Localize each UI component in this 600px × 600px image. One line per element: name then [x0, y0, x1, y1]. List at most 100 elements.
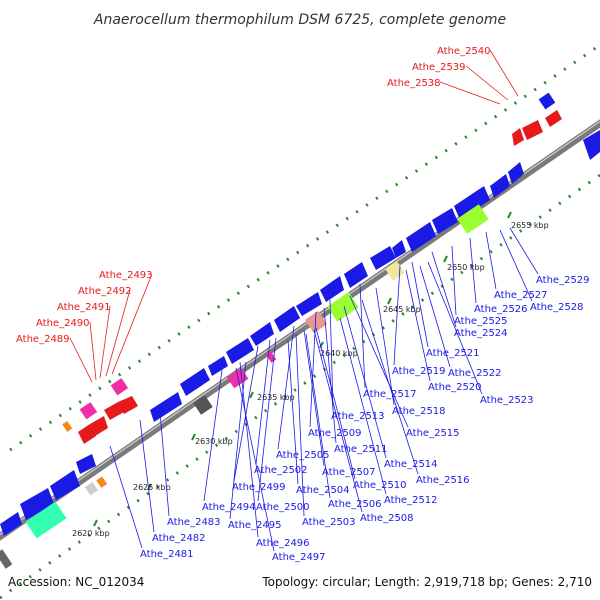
gene-label: Athe_2493: [99, 270, 153, 281]
gene-feature: [545, 110, 562, 127]
gene-feature: [392, 240, 406, 258]
label-leader: [69, 337, 93, 383]
label-leader: [349, 295, 409, 428]
gene-feature: [193, 395, 213, 415]
major-tick: [249, 391, 254, 399]
label-leader: [489, 49, 519, 97]
gene-label: Athe_2492: [78, 286, 132, 297]
gene-feature: [327, 292, 359, 322]
label-leader: [393, 265, 401, 366]
blue-labels: Athe_2529Athe_2527Athe_2528Athe_2526Athe…: [140, 275, 590, 563]
label-leader: [405, 269, 431, 382]
gene-feature: [406, 222, 436, 252]
gene-label: Athe_2509: [308, 428, 362, 439]
label-leader: [239, 361, 259, 538]
label-leader: [287, 339, 299, 485]
label-leader: [375, 287, 395, 406]
label-leader: [509, 227, 539, 275]
gene-feature: [96, 476, 108, 488]
gene-feature: [50, 470, 80, 500]
label-leader: [499, 229, 533, 302]
gene-label: Athe_2482: [152, 533, 206, 544]
label-leader: [339, 317, 387, 495]
gene-label: Athe_2515: [406, 428, 460, 439]
label-leader: [359, 283, 366, 389]
gene-feature: [304, 310, 328, 334]
gene-label: Athe_2513: [331, 411, 385, 422]
kbp-tick-label: 2630 kbp: [195, 437, 233, 446]
map-title: Anaerocellum thermophilum DSM 6725, comp…: [93, 12, 506, 28]
label-leader: [309, 311, 317, 428]
gene-feature: [454, 186, 490, 220]
major-tick: [191, 433, 196, 441]
kbp-tick-label: 2640 kbp: [320, 349, 358, 358]
gene-label: Athe_2481: [140, 549, 194, 560]
kbp-tick-label: 2635 kbp: [257, 393, 295, 402]
label-leader: [235, 367, 275, 552]
gene-label: Athe_2496: [256, 538, 310, 549]
gene-feature: [79, 402, 98, 420]
gene-label: Athe_2518: [392, 406, 446, 417]
label-leader: [315, 327, 356, 480]
label-leader: [439, 81, 501, 105]
kbp-tick-label: 2620 kbp: [72, 529, 110, 538]
label-leader: [105, 289, 131, 377]
gene-label: Athe_2512: [384, 495, 438, 506]
label-leader: [255, 339, 271, 465]
label-leader: [233, 345, 259, 482]
label-leader: [203, 369, 223, 502]
gene-feature: [180, 368, 210, 396]
blue-label-leaders: [109, 227, 539, 552]
gene-label: Athe_2517: [363, 389, 417, 400]
gene-feature: [522, 120, 543, 140]
label-leader: [295, 333, 305, 517]
gene-label: Athe_2520: [428, 382, 482, 393]
label-leader: [361, 299, 419, 475]
inner-features: [0, 130, 600, 569]
label-leader: [465, 65, 509, 101]
gene-feature: [512, 128, 524, 146]
major-tick: [387, 297, 392, 305]
gene-label: Athe_2540: [437, 46, 491, 57]
label-leader: [303, 329, 325, 467]
gene-label: Athe_2508: [360, 513, 414, 524]
gene-feature: [227, 367, 249, 389]
label-leader: [89, 321, 97, 381]
gene-label: Athe_2516: [416, 475, 470, 486]
gene-feature: [250, 322, 274, 346]
label-leader: [485, 231, 497, 290]
gene-label: Athe_2526: [474, 304, 528, 315]
label-leader: [411, 261, 429, 348]
gene-label: Athe_2522: [448, 368, 502, 379]
gene-feature: [583, 130, 600, 160]
gene-label: Athe_2529: [536, 275, 590, 286]
gene-feature: [76, 454, 96, 474]
gene-feature: [20, 488, 54, 520]
gene-label: Athe_2507: [322, 467, 376, 478]
accession-text: Accession: NC_012034: [8, 575, 144, 589]
gene-label: Athe_2499: [232, 482, 286, 493]
gene-feature: [208, 356, 228, 376]
genome-summary-text: Topology: circular; Length: 2,919,718 bp…: [261, 575, 592, 589]
gene-feature: [274, 306, 300, 332]
gene-label: Athe_2521: [426, 348, 480, 359]
gene-feature: [0, 512, 22, 536]
gene-feature: [385, 261, 405, 281]
gene-label: Athe_2539: [412, 62, 466, 73]
gene-label: Athe_2502: [254, 465, 308, 476]
label-leader: [139, 419, 155, 533]
label-leader: [431, 251, 457, 328]
backbone: [0, 119, 600, 541]
label-leader: [305, 333, 331, 499]
label-leader: [427, 261, 483, 395]
gene-feature: [320, 276, 344, 302]
gene-feature: [457, 204, 489, 234]
kbp-tick-label: 2645 kbp: [383, 305, 421, 314]
label-leader: [419, 265, 451, 368]
gene-label: Athe_2511: [334, 444, 388, 455]
gene-label: Athe_2494: [202, 502, 256, 513]
gene-label: Athe_2514: [384, 459, 438, 470]
outer-features: [62, 92, 562, 444]
